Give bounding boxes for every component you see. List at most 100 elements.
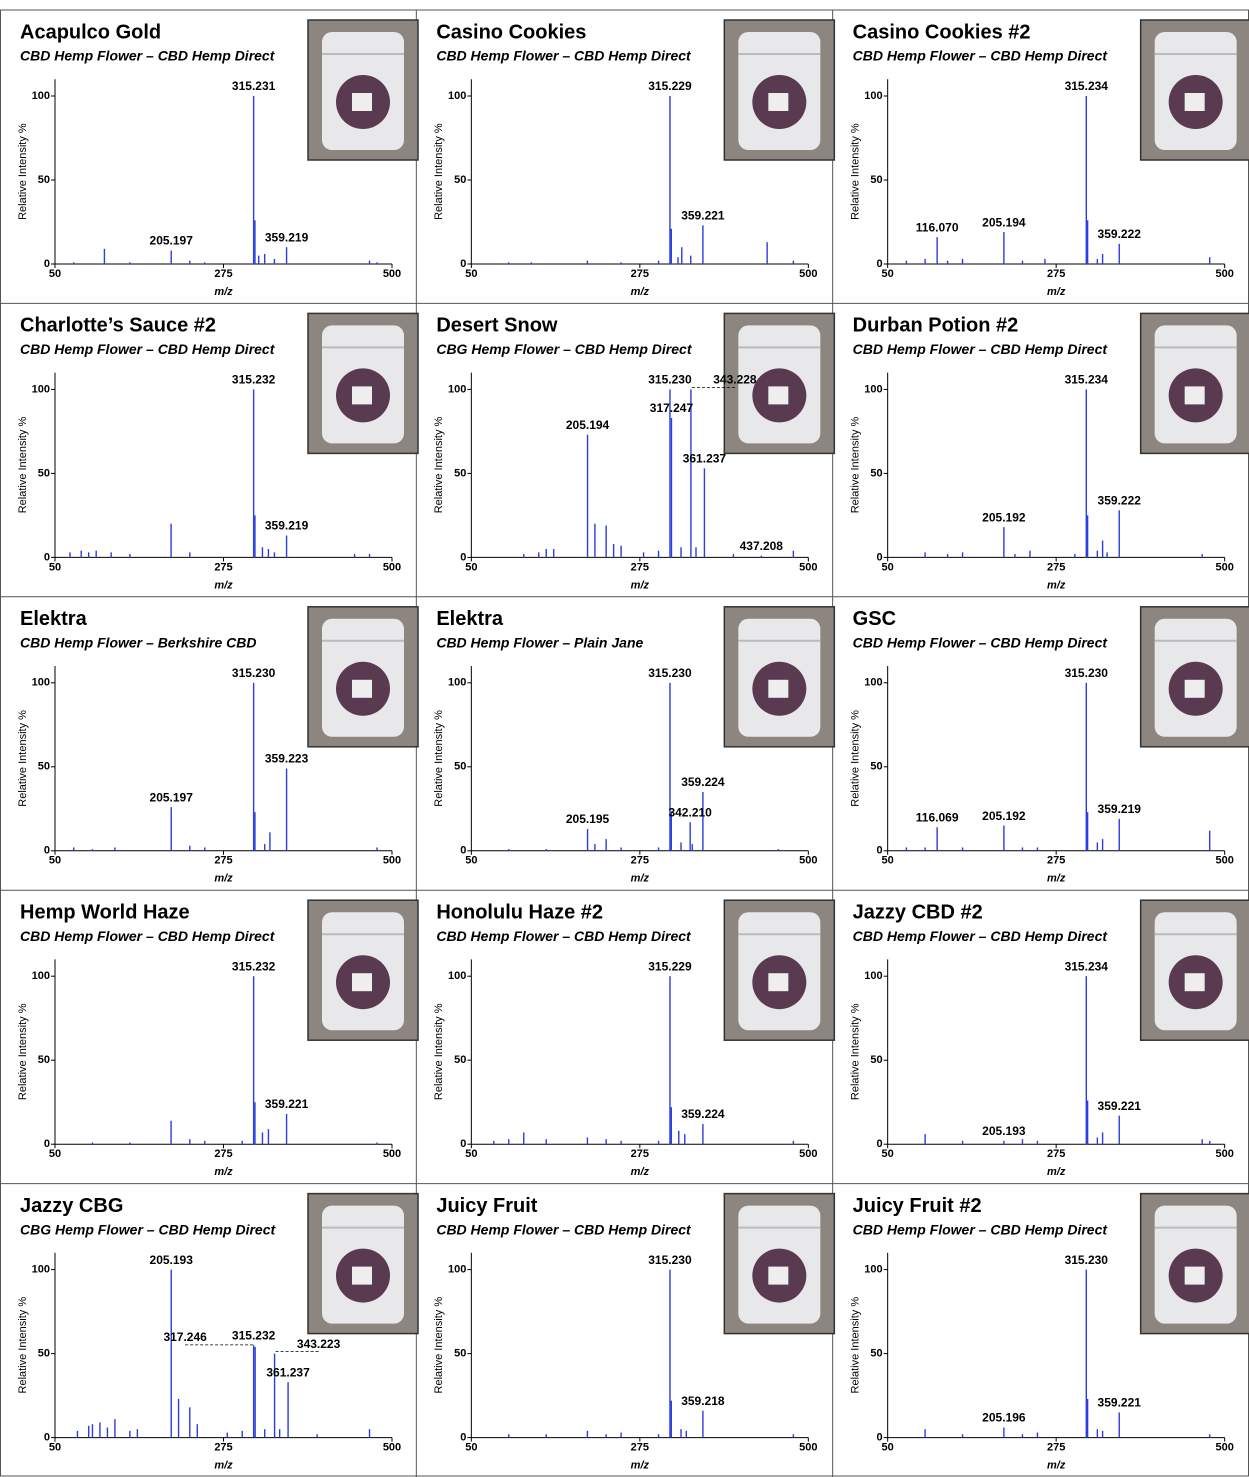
x-tick-label: 275 <box>1047 1148 1065 1160</box>
peak <box>264 1429 265 1437</box>
x-axis-label: m/z <box>214 286 233 298</box>
photo-qr <box>352 1267 372 1285</box>
y-tick-label: 50 <box>870 467 882 479</box>
y-tick-label: 100 <box>32 970 50 982</box>
photo-qr <box>768 93 788 111</box>
panel: ElektraCBD Hemp Flower – Berkshire CBDm/… <box>17 607 418 885</box>
peak <box>253 1345 254 1437</box>
peak-label: 205.193 <box>982 1124 1026 1138</box>
panel-subtitle: CBD Hemp Flower – CBD Hemp Direct <box>20 48 276 64</box>
peak <box>1086 976 1087 1144</box>
peak <box>81 551 82 558</box>
peak-label: 315.232 <box>232 373 276 387</box>
panel-title: Juicy Fruit #2 <box>853 1195 982 1217</box>
peak <box>262 1132 263 1144</box>
panel: GSCCBD Hemp Flower – CBD Hemp Directm/zR… <box>850 607 1249 885</box>
peak <box>189 552 190 557</box>
peak-label: 359.224 <box>681 775 725 789</box>
panel-title: Hemp World Haze <box>20 901 190 923</box>
x-axis-label: m/z <box>631 1460 650 1472</box>
peak-label: 359.221 <box>265 1097 309 1111</box>
peak-label: 315.230 <box>1065 1253 1109 1267</box>
peak <box>1102 1132 1103 1144</box>
peak <box>1022 1139 1023 1144</box>
photo-qr <box>768 386 788 404</box>
y-tick-label: 100 <box>864 1264 882 1276</box>
peak <box>95 551 96 558</box>
peak <box>620 1433 621 1438</box>
peak <box>114 847 115 850</box>
x-tick-label: 500 <box>799 1442 817 1454</box>
peak <box>1209 831 1210 851</box>
peak <box>369 1429 370 1437</box>
peak <box>620 847 621 850</box>
peak <box>702 225 703 264</box>
peak <box>1003 826 1004 851</box>
panel: Charlotte’s Sauce #2 CBD Hemp Flower – CB… <box>17 313 418 591</box>
peak <box>690 256 691 264</box>
peak <box>1097 842 1098 850</box>
peak <box>669 683 670 851</box>
panel-subtitle: CBD Hemp Flower – CBD Hemp Direct <box>20 341 276 357</box>
panel-title: Charlotte’s Sauce #2 <box>20 315 216 337</box>
x-axis-label: m/z <box>1047 1460 1066 1472</box>
peak <box>1097 259 1098 264</box>
peak <box>189 261 190 264</box>
peak-label: 205.197 <box>150 790 194 804</box>
peak <box>733 554 734 557</box>
peak <box>1086 96 1087 264</box>
peak-label: 359.222 <box>1098 227 1142 241</box>
peak <box>1029 551 1030 558</box>
x-tick-label: 500 <box>1215 1442 1233 1454</box>
x-tick-label: 275 <box>631 268 649 280</box>
x-tick-label: 500 <box>1215 855 1233 867</box>
y-axis-label: Relative Intensity % <box>433 710 445 807</box>
panel-title: Elektra <box>20 608 88 630</box>
peak-label: 315.230 <box>648 373 692 387</box>
peak <box>962 847 963 850</box>
peak <box>1022 847 1023 850</box>
peak <box>681 247 682 264</box>
peak <box>253 683 254 851</box>
peak <box>197 1424 198 1437</box>
panel: Juicy Fruit #2CBD Hemp Flower – CBD Hemp… <box>850 1194 1249 1472</box>
y-tick-label: 50 <box>454 761 466 773</box>
y-tick-label: 100 <box>864 90 882 102</box>
peak <box>1087 1399 1088 1438</box>
y-tick-label: 50 <box>38 1054 50 1066</box>
panel-subtitle: CBG Hemp Flower – CBD Hemp Direct <box>436 341 692 357</box>
peak <box>658 551 659 558</box>
peak <box>678 1131 679 1144</box>
peak <box>671 1107 672 1144</box>
y-tick-label: 100 <box>448 90 466 102</box>
peak <box>936 827 937 851</box>
y-axis-label: Relative Intensity % <box>850 416 862 513</box>
peak <box>587 261 588 264</box>
peak <box>493 1141 494 1144</box>
x-axis-label: m/z <box>631 873 650 885</box>
y-axis-label: Relative Intensity % <box>17 416 29 513</box>
x-axis-label: m/z <box>1047 1166 1066 1178</box>
panel-title: GSC <box>853 608 896 630</box>
peak-label: 205.194 <box>982 215 1026 229</box>
peak <box>605 1139 606 1144</box>
peak <box>369 261 370 264</box>
peak <box>254 220 255 264</box>
peak <box>594 524 595 558</box>
x-tick-label: 500 <box>383 1442 401 1454</box>
peak-label: 315.230 <box>232 666 276 680</box>
panel-subtitle: CBD Hemp Flower – Plain Jane <box>436 635 643 651</box>
peak <box>92 849 93 851</box>
x-tick-label: 275 <box>214 1148 232 1160</box>
y-tick-label: 50 <box>870 1054 882 1066</box>
panel-subtitle: CBD Hemp Flower – CBD Hemp Direct <box>853 928 1109 944</box>
x-axis-label: m/z <box>631 579 650 591</box>
peak <box>587 1431 588 1438</box>
peak <box>508 1139 509 1144</box>
peak <box>1037 847 1038 850</box>
x-tick-label: 50 <box>49 268 61 280</box>
peak <box>1086 1270 1087 1438</box>
peak <box>1209 1141 1210 1144</box>
